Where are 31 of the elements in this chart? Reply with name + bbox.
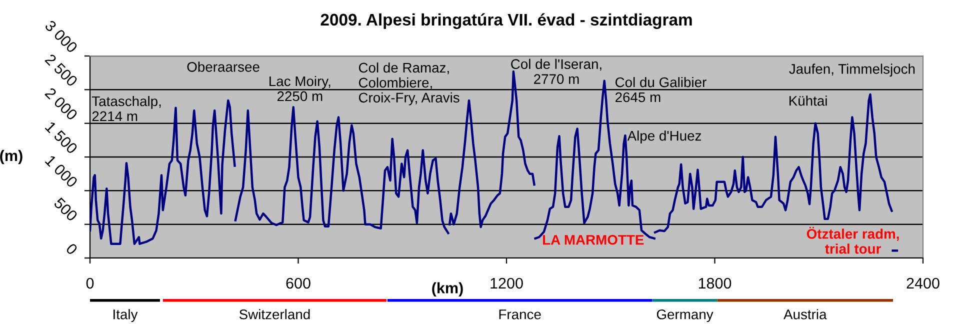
x-tick-label: 1800 bbox=[698, 278, 732, 289]
annotation: Col de l'Iseran, 2770 m bbox=[511, 58, 602, 84]
text: Italy bbox=[114, 309, 138, 322]
annotation: LA MARMOTTE bbox=[543, 234, 644, 245]
x-tick-label: 1200 bbox=[490, 278, 523, 289]
annotation: Kühtai bbox=[789, 96, 827, 106]
y-tick-label: 0 bbox=[65, 242, 78, 256]
y-tick-label: 1 000 bbox=[44, 154, 78, 188]
x-tick-label: 2400 bbox=[906, 278, 940, 289]
text: France bbox=[499, 310, 541, 320]
x-tick-label: 600 bbox=[286, 278, 310, 289]
y-tick-label: 1 500 bbox=[44, 121, 78, 154]
annotation: Col du Galibier 2645 m bbox=[615, 76, 706, 102]
y-tick-label: 2 500 bbox=[44, 53, 78, 88]
annotation: Lac Moiry, 2250 m bbox=[270, 76, 330, 102]
text: Switzerland bbox=[239, 309, 310, 320]
chart-title: 2009. Alpesi bringatúra VII. évad - szintdiagram bbox=[320, 13, 692, 29]
annotation: Ötztaler radm, trial tour bbox=[806, 226, 899, 254]
y-axis-title: (m) bbox=[0, 150, 22, 164]
annotation: Alpe d'Huez bbox=[627, 130, 702, 144]
annotation: Tataschalp, 2214 m bbox=[92, 96, 161, 122]
text: Germany bbox=[656, 309, 714, 322]
y-tick-label: 3 000 bbox=[44, 20, 78, 54]
annotation: Jaufen, Timmelsjoch bbox=[789, 64, 915, 77]
y-tick-label: 2 000 bbox=[44, 87, 78, 121]
x-tick-label: 0 bbox=[86, 278, 94, 289]
annotation: Col de Ramaz, Colombiere, Croix-Fry, Aravis bbox=[358, 62, 460, 106]
x-axis-title: (km) bbox=[432, 282, 463, 296]
y-tick-label: 500 bbox=[53, 196, 78, 222]
annotation: Oberaarsee bbox=[187, 62, 260, 72]
text: Austria bbox=[784, 309, 827, 320]
